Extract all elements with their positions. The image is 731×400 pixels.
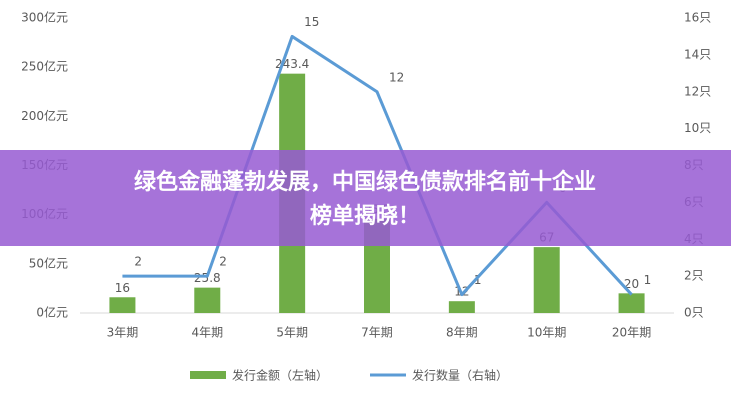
y2-tick-label: 14只	[684, 47, 711, 61]
bar	[194, 287, 221, 313]
bar	[448, 301, 475, 313]
y2-tick-label: 16只	[684, 11, 711, 25]
line-label: 15	[304, 15, 319, 29]
y-tick-label: 0亿元	[36, 305, 68, 320]
y2-tick-label: 0只	[684, 306, 704, 320]
y2-tick-label: 12只	[684, 84, 711, 98]
line-label: 2	[134, 255, 142, 269]
line-label: 1	[644, 273, 652, 287]
y-tick-label: 200亿元	[21, 108, 68, 123]
bar	[109, 297, 136, 313]
y-tick-label: 50亿元	[29, 255, 68, 270]
legend-swatch	[190, 371, 226, 379]
y-tick-label: 250亿元	[21, 59, 68, 74]
bar-label: 20	[624, 277, 639, 291]
y2-tick-label: 10只	[684, 121, 711, 135]
line-label: 2	[219, 255, 227, 269]
y2-tick-label: 2只	[684, 269, 704, 283]
banner-text: 绿色金融蓬勃发展，中国绿色债款排名前十企业	[134, 169, 596, 195]
x-tick-label: 5年期	[276, 326, 308, 340]
banner-text: 榜单揭晓！	[310, 203, 420, 229]
bar	[618, 293, 645, 313]
y-tick-label: 300亿元	[21, 10, 68, 25]
x-tick-label: 4年期	[191, 326, 223, 340]
x-tick-label: 7年期	[361, 326, 393, 340]
line-label: 12	[389, 70, 404, 84]
x-tick-label: 10年期	[527, 326, 566, 340]
x-tick-label: 20年期	[612, 326, 651, 340]
x-tick-label: 8年期	[446, 326, 478, 340]
bar-label: 16	[115, 281, 130, 295]
legend-label: 发行数量（右轴）	[412, 368, 508, 383]
legend-label: 发行金额（左轴）	[232, 368, 328, 383]
banner-bg	[0, 150, 731, 246]
bar	[533, 247, 560, 313]
line-label: 1	[474, 273, 482, 287]
x-tick-label: 3年期	[107, 326, 139, 340]
